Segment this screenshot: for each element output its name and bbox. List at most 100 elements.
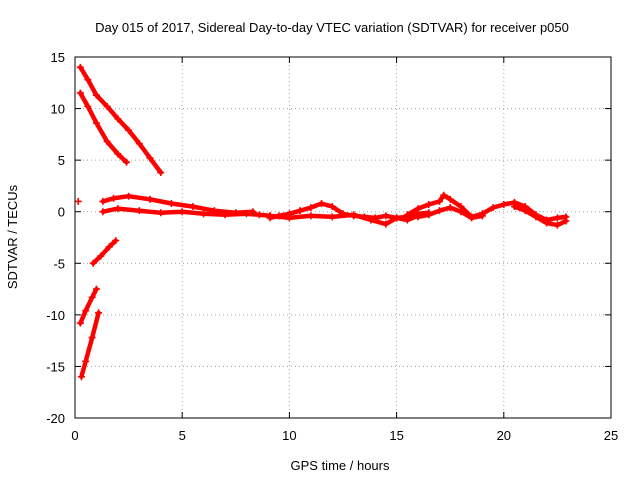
data-point [553, 214, 561, 222]
x-axis-label: GPS time / hours [291, 458, 390, 473]
data-point [114, 115, 122, 123]
series-line [78, 90, 129, 165]
data-point [135, 207, 143, 215]
data-point [112, 237, 120, 245]
data-point [146, 195, 154, 203]
data-point [403, 211, 411, 219]
data-point [125, 192, 133, 200]
data-point [82, 357, 90, 365]
y-tick-label: -15 [46, 359, 65, 374]
data-point [255, 211, 263, 219]
data-point [103, 103, 111, 111]
data-point [221, 211, 229, 219]
y-tick-label: 15 [51, 50, 65, 65]
y-tick-label: 0 [58, 205, 65, 220]
data-point [553, 221, 561, 229]
data-point [95, 309, 103, 317]
series-line [267, 212, 421, 227]
series-line [78, 286, 99, 326]
x-tick-label: 10 [282, 428, 296, 443]
data-point [157, 169, 165, 177]
x-tick-label: 5 [179, 428, 186, 443]
series-line [90, 238, 118, 266]
data-point [157, 209, 165, 217]
data-point [114, 150, 122, 158]
data-point [521, 207, 529, 215]
grid-lines [75, 57, 611, 418]
data-point [122, 158, 130, 166]
y-tick-label: 5 [58, 153, 65, 168]
data-point [307, 204, 315, 212]
data-point [77, 373, 85, 381]
data-point [382, 220, 390, 228]
data-point [105, 243, 113, 251]
data-point [84, 76, 92, 84]
data-point [435, 197, 443, 205]
data-point [318, 199, 326, 207]
data-point [167, 199, 175, 207]
y-tick-label: -5 [53, 256, 65, 271]
data-point [125, 126, 133, 134]
data-point [266, 212, 274, 220]
data-point [178, 208, 186, 216]
data-point [511, 203, 519, 211]
series-line [79, 310, 101, 379]
data-point [296, 207, 304, 215]
data-point [114, 205, 122, 213]
data-point [562, 217, 570, 225]
data-point [435, 207, 443, 215]
data-point [500, 200, 508, 208]
data-point [99, 208, 107, 216]
data-point [532, 213, 540, 221]
data-point [88, 293, 96, 301]
x-tick-label: 15 [389, 428, 403, 443]
data-point [543, 219, 551, 227]
data-point [200, 210, 208, 218]
data-point [76, 319, 84, 327]
x-tick-label: 20 [497, 428, 511, 443]
data-point [382, 212, 390, 220]
data-point [350, 211, 358, 219]
data-series [74, 63, 570, 381]
data-point [82, 307, 90, 315]
data-point [84, 103, 92, 111]
data-point [97, 252, 105, 260]
data-point [307, 212, 315, 220]
y-axis-label: SDTVAR / TECUs [5, 184, 20, 289]
axis-ticks: 0 5 10 15 20 25 -20 -15 -10 -5 0 5 10 15 [46, 50, 618, 443]
data-point [468, 214, 476, 222]
data-point [243, 210, 251, 218]
data-point [457, 208, 465, 216]
data-point [92, 91, 100, 99]
plot-frame [74, 56, 612, 419]
data-point [425, 211, 433, 219]
data-point [328, 213, 336, 221]
data-point [285, 214, 293, 222]
data-point [414, 213, 422, 221]
x-tick-label: 0 [71, 428, 78, 443]
data-point [367, 216, 375, 224]
data-point [99, 197, 107, 205]
x-tick-label: 25 [604, 428, 618, 443]
series-line [100, 206, 273, 219]
y-tick-label: -20 [46, 411, 65, 426]
chart-title: Day 015 of 2017, Sidereal Day-to-day VTE… [95, 20, 569, 35]
y-tick-label: -10 [46, 308, 65, 323]
data-point [189, 203, 197, 211]
data-point [92, 119, 100, 127]
data-point [146, 154, 154, 162]
data-point [440, 191, 448, 199]
y-tick-label: 10 [51, 102, 65, 117]
data-point [135, 140, 143, 148]
data-point [110, 194, 118, 202]
data-point [446, 195, 454, 203]
data-point [328, 203, 336, 211]
data-point [76, 63, 84, 71]
data-point [446, 204, 454, 212]
data-point [92, 285, 100, 293]
data-point [74, 197, 82, 205]
data-point [425, 200, 433, 208]
data-point [89, 259, 97, 267]
data-point [76, 89, 84, 97]
